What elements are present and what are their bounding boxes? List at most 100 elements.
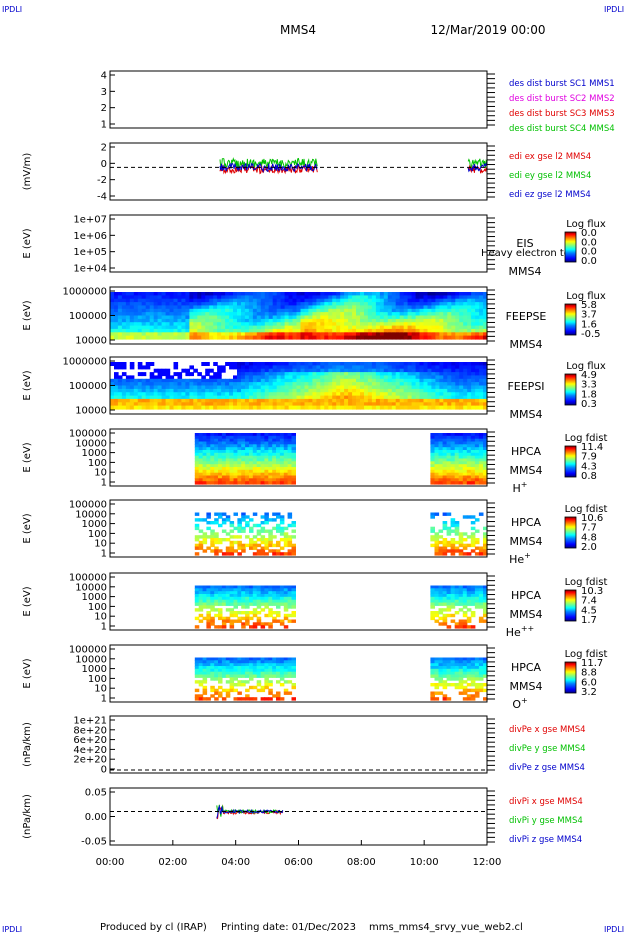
panel-frame [109, 572, 488, 631]
heatmap-cell [483, 663, 488, 667]
heatmap-cell [450, 671, 456, 676]
heatmap-cell [202, 596, 208, 601]
heatmap-cell [371, 368, 377, 373]
heatmap-cell [145, 295, 151, 300]
heatmap-cell [411, 402, 417, 407]
heatmap-cell [217, 402, 222, 407]
heatmap-cell [360, 378, 365, 383]
heatmap-cell [233, 458, 238, 462]
colorbar-title: Log fdist [565, 649, 608, 660]
heatmap-cell [189, 372, 194, 377]
heatmap-cell [279, 591, 285, 595]
heatmap-cell [237, 671, 242, 676]
heatmap-cell [260, 552, 266, 556]
heatmap-cell [442, 674, 448, 678]
heatmap-cell [450, 543, 456, 548]
heatmap-cell [352, 298, 357, 303]
heatmap-cell [462, 444, 468, 448]
heatmap-cell [268, 455, 273, 460]
heatmap-cell [209, 325, 214, 330]
heatmap-cell [214, 691, 219, 695]
heatmap-cell [462, 475, 468, 479]
heatmap-cell [434, 450, 440, 454]
heatmap-cell [475, 335, 480, 340]
heatmap-cell [291, 602, 296, 606]
heatmap-cell [471, 332, 476, 337]
heatmap-cell [474, 518, 480, 522]
heatmap-cell [336, 312, 341, 317]
heatmap-cell [252, 365, 258, 370]
heatmap-cell [256, 305, 262, 310]
heatmap-cell [233, 697, 238, 701]
heatmap-cell [229, 312, 234, 317]
heatmap-cell [260, 599, 266, 604]
heatmap-cell [210, 538, 215, 542]
heatmap-cell [348, 335, 353, 340]
heatmap-cell [276, 372, 282, 377]
heatmap-cell [344, 375, 349, 380]
heatmap-cell [244, 322, 250, 327]
heatmap-cell [264, 435, 269, 440]
instrument-label: HPCA [511, 516, 542, 529]
heatmap-cell [225, 663, 231, 667]
heatmap-cell [383, 398, 389, 403]
heatmap-cell [214, 450, 219, 454]
heatmap-cell [213, 388, 218, 393]
heatmap-cell [260, 292, 266, 296]
heatmap-cell [395, 305, 401, 310]
heatmap-cell [229, 447, 235, 451]
heatmap-cell [403, 385, 409, 390]
heatmap-cell [340, 312, 345, 317]
heatmap-cell [336, 295, 341, 300]
heatmap-cell [367, 372, 373, 377]
heatmap-cell [260, 362, 266, 366]
heatmap-cell [427, 305, 433, 310]
heatmap-cell [379, 388, 385, 393]
heatmap-cell [217, 325, 222, 330]
heatmap-cell [300, 402, 306, 407]
heatmap-cell [451, 385, 456, 390]
heatmap-cell [233, 660, 238, 664]
heatmap-cell [268, 295, 274, 300]
heatmap-cell [145, 315, 151, 320]
heatmap-cell [340, 368, 345, 373]
heatmap-cell [185, 405, 190, 410]
heatmap-cell [336, 365, 341, 370]
heatmap-cell [462, 450, 468, 454]
heatmap-cell [233, 395, 238, 400]
heatmap-cell [451, 298, 456, 303]
heatmap-cell [193, 325, 198, 330]
heatmap-cell [470, 433, 476, 437]
heatmap-cell [332, 375, 337, 380]
heatmap-cell [340, 372, 345, 377]
heatmap-cell [466, 594, 472, 598]
heatmap-cell [288, 382, 294, 387]
heatmap-cell [455, 405, 460, 410]
heatmap-cell [291, 605, 296, 609]
y-axis-label: E (eV) [22, 586, 33, 616]
heatmap-cell [340, 325, 345, 330]
heatmap-cell [423, 298, 429, 303]
heatmap-cell [268, 450, 273, 454]
heatmap-cell [459, 298, 464, 303]
heatmap-cell [446, 512, 452, 516]
heatmap-cell [483, 469, 488, 474]
heatmap-cell [391, 328, 397, 333]
heatmap-cell [455, 388, 460, 393]
heatmap-cell [324, 315, 329, 320]
heatmap-cell [237, 362, 242, 366]
heatmap-cell [225, 694, 231, 698]
heatmap-cell [470, 613, 476, 618]
heatmap-cell [475, 368, 480, 373]
heatmap-cell [375, 368, 381, 373]
heatmap-cell [284, 368, 290, 373]
heatmap-cell [221, 538, 227, 542]
heatmap-cell [446, 591, 452, 595]
heatmap-cell [312, 398, 317, 403]
heatmap-cell [279, 663, 285, 667]
heatmap-cell [237, 481, 242, 485]
heatmap-cell [470, 447, 476, 451]
heatmap-cell [462, 481, 468, 485]
heatmap-cell [225, 599, 231, 604]
heatmap-cell [268, 535, 273, 539]
